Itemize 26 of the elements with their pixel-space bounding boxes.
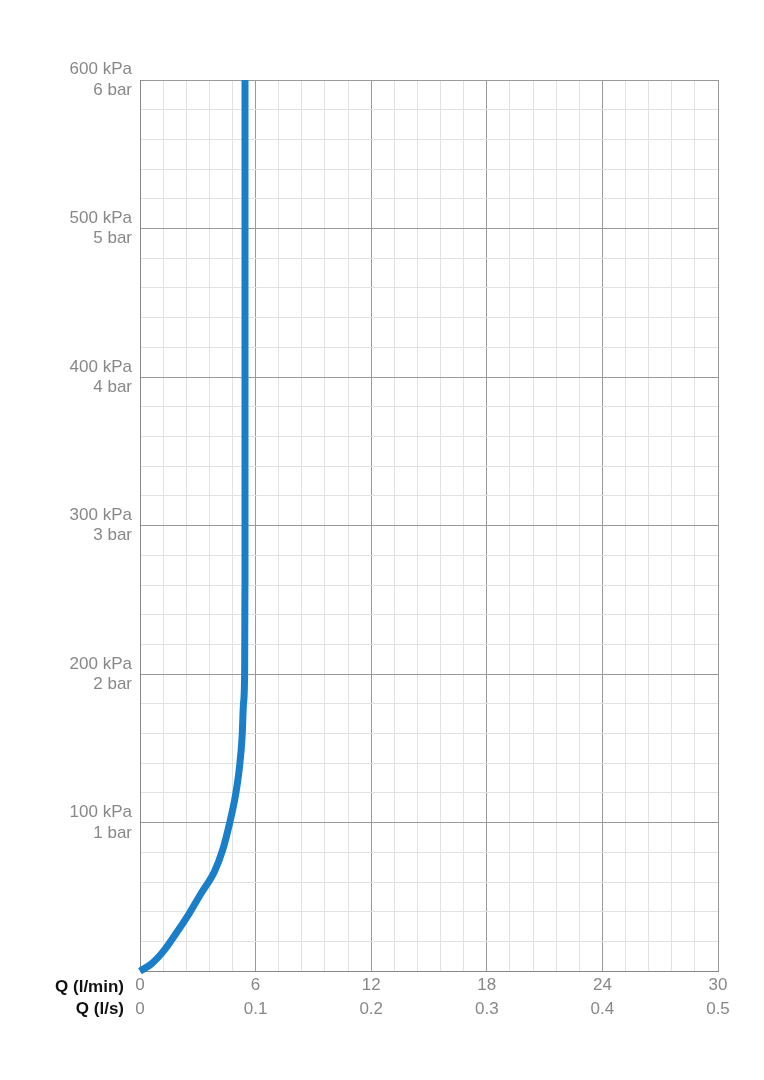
x-tick-label: 6 [250, 975, 261, 995]
x-tick-label: 30 [708, 975, 728, 995]
y2-tick-label: 5 bar [93, 228, 133, 248]
x2-axis-title: Q (l/s) [75, 999, 124, 1019]
x2-tick-label: 0.3 [474, 999, 499, 1019]
x-axis-title: Q (l/min) [55, 977, 124, 997]
y2-tick-label: 4 bar [93, 376, 133, 396]
x2-tick-label: 0.4 [590, 999, 615, 1019]
y-tick-label: 400 kPa [69, 356, 133, 376]
y-tick-label: 100 kPa [69, 802, 133, 822]
y2-tick-label: 3 bar [93, 525, 133, 545]
y2-tick-label: 1 bar [93, 822, 133, 842]
x2-tick-label: 0.1 [243, 999, 268, 1019]
x2-tick-label: 0.5 [706, 999, 730, 1019]
y-tick-label: 500 kPa [69, 208, 133, 228]
y-tick-label: 600 kPa [69, 59, 133, 79]
y2-tick-label: 6 bar [93, 79, 133, 99]
y-tick-label: 200 kPa [69, 653, 133, 673]
x2-tick-label: 0.2 [359, 999, 384, 1019]
x-tick-label: 24 [592, 975, 612, 995]
y-tick-label: 300 kPa [69, 505, 133, 525]
x-tick-label: 12 [361, 975, 381, 995]
x2-tick-label: 0 [135, 999, 145, 1019]
x-tick-label: 0 [135, 975, 145, 995]
x-tick-label: 18 [477, 975, 497, 995]
y2-tick-label: 2 bar [93, 674, 133, 694]
